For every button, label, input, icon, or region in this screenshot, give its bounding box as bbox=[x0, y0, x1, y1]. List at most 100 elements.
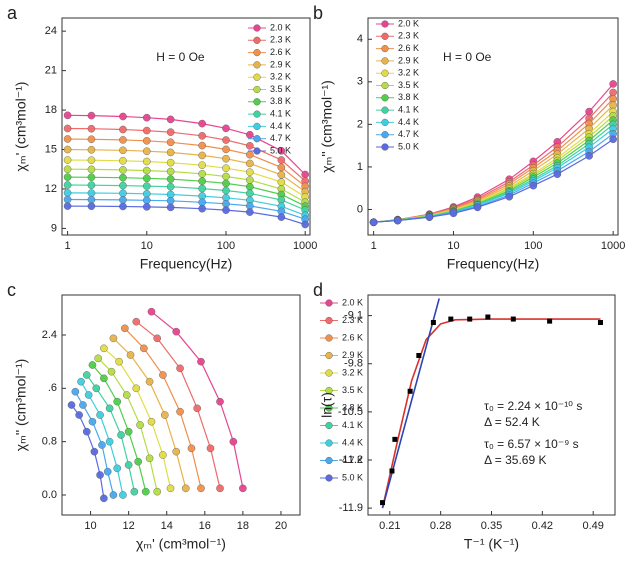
y-tick-label: 1 bbox=[357, 161, 363, 173]
marker bbox=[198, 141, 206, 150]
marker bbox=[246, 130, 254, 139]
marker bbox=[172, 327, 181, 336]
marker bbox=[277, 170, 286, 179]
marker bbox=[147, 307, 156, 316]
marker bbox=[142, 174, 151, 183]
marker bbox=[63, 135, 72, 143]
marker bbox=[87, 181, 96, 189]
x-tick-label: 0.42 bbox=[532, 520, 553, 532]
marker bbox=[142, 157, 151, 166]
marker bbox=[63, 189, 72, 197]
y-axis-label: ln(τ) bbox=[319, 392, 335, 418]
marker bbox=[100, 344, 108, 353]
marker bbox=[124, 427, 133, 436]
y-tick-label: -9.8 bbox=[344, 358, 363, 370]
x-tick-label: 20 bbox=[275, 520, 287, 532]
legend-label: 2.9 K bbox=[342, 350, 363, 360]
marker bbox=[369, 218, 378, 227]
marker bbox=[100, 494, 108, 503]
annotation: τ₀ = 6.57 × 10⁻⁹ s bbox=[484, 437, 579, 451]
legend-label: 5.0 K bbox=[342, 472, 363, 482]
legend-label: 3.8 K bbox=[270, 96, 291, 106]
marker bbox=[198, 161, 206, 169]
marker bbox=[229, 437, 238, 446]
x-axis-label: χₘ' (cm³mol⁻¹) bbox=[136, 536, 226, 552]
marker bbox=[63, 195, 72, 204]
series-line bbox=[67, 168, 306, 203]
data-point bbox=[467, 316, 473, 322]
marker bbox=[142, 113, 151, 122]
marker bbox=[198, 132, 206, 140]
marker bbox=[246, 208, 254, 216]
marker bbox=[222, 179, 230, 188]
marker bbox=[609, 95, 617, 103]
series-line bbox=[67, 198, 306, 220]
legend-marker bbox=[325, 369, 333, 377]
marker bbox=[277, 178, 286, 186]
y-tick-label: 24 bbox=[45, 25, 57, 37]
plot-frame bbox=[61, 17, 311, 236]
x-tick-label: 1000 bbox=[601, 240, 625, 252]
legend-label: 2.0 K bbox=[270, 22, 291, 32]
marker bbox=[246, 142, 254, 150]
annotation: Δ = 35.69 K bbox=[484, 453, 546, 467]
marker bbox=[166, 182, 175, 191]
marker bbox=[142, 190, 151, 198]
x-tick-label: 0.28 bbox=[430, 520, 451, 532]
legend-label: 2.0 K bbox=[398, 18, 419, 28]
legend-marker bbox=[253, 61, 261, 69]
legend-label: 3.2 K bbox=[398, 68, 419, 78]
marker bbox=[84, 391, 93, 399]
marker bbox=[609, 88, 617, 97]
marker bbox=[176, 364, 184, 373]
marker bbox=[124, 461, 133, 469]
marker bbox=[161, 411, 169, 419]
x-tick-label: 1000 bbox=[293, 240, 317, 252]
data-point bbox=[416, 353, 422, 358]
y-tick-label: 12 bbox=[45, 183, 57, 195]
legend-label: 4.4 K bbox=[398, 117, 419, 127]
marker bbox=[197, 484, 205, 493]
marker bbox=[117, 431, 125, 439]
marker bbox=[119, 136, 127, 144]
marker bbox=[222, 145, 230, 154]
legend-label: 4.4 K bbox=[270, 121, 291, 131]
marker bbox=[96, 411, 104, 419]
marker bbox=[119, 189, 127, 198]
annotation: H = 0 Oe bbox=[443, 50, 492, 64]
marker bbox=[122, 391, 131, 399]
legend-marker bbox=[381, 32, 389, 40]
x-tick-label: 0.21 bbox=[379, 520, 400, 532]
legend-label: 3.5 K bbox=[398, 80, 419, 90]
marker bbox=[142, 166, 151, 175]
legend-label: 2.0 K bbox=[342, 297, 363, 307]
marker bbox=[119, 166, 127, 174]
x-tick-label: 0.35 bbox=[481, 520, 502, 532]
data-point bbox=[485, 314, 491, 320]
marker bbox=[87, 156, 96, 164]
marker bbox=[63, 145, 72, 154]
y-tick-label: 2.4 bbox=[42, 329, 57, 341]
marker bbox=[100, 374, 108, 383]
series-line bbox=[135, 321, 221, 489]
data-point bbox=[597, 320, 603, 325]
marker bbox=[505, 192, 514, 201]
legend-marker bbox=[381, 118, 389, 127]
marker bbox=[301, 220, 309, 229]
marker bbox=[119, 157, 127, 165]
y-tick-label: 9 bbox=[51, 222, 57, 234]
legend-label: 2.6 K bbox=[398, 43, 419, 53]
legend-label: 4.7 K bbox=[270, 133, 291, 143]
y-tick-label: -11.2 bbox=[339, 454, 363, 466]
x-tick-label: 10 bbox=[84, 520, 96, 532]
series-line bbox=[381, 318, 601, 509]
marker bbox=[142, 126, 151, 135]
series-line bbox=[67, 127, 306, 182]
legend-marker bbox=[325, 404, 333, 412]
legend-label: 3.5 K bbox=[270, 84, 291, 94]
marker bbox=[176, 407, 184, 416]
legend-marker bbox=[381, 20, 389, 28]
marker bbox=[130, 487, 139, 496]
marker bbox=[166, 148, 175, 157]
legend-marker bbox=[381, 57, 389, 65]
